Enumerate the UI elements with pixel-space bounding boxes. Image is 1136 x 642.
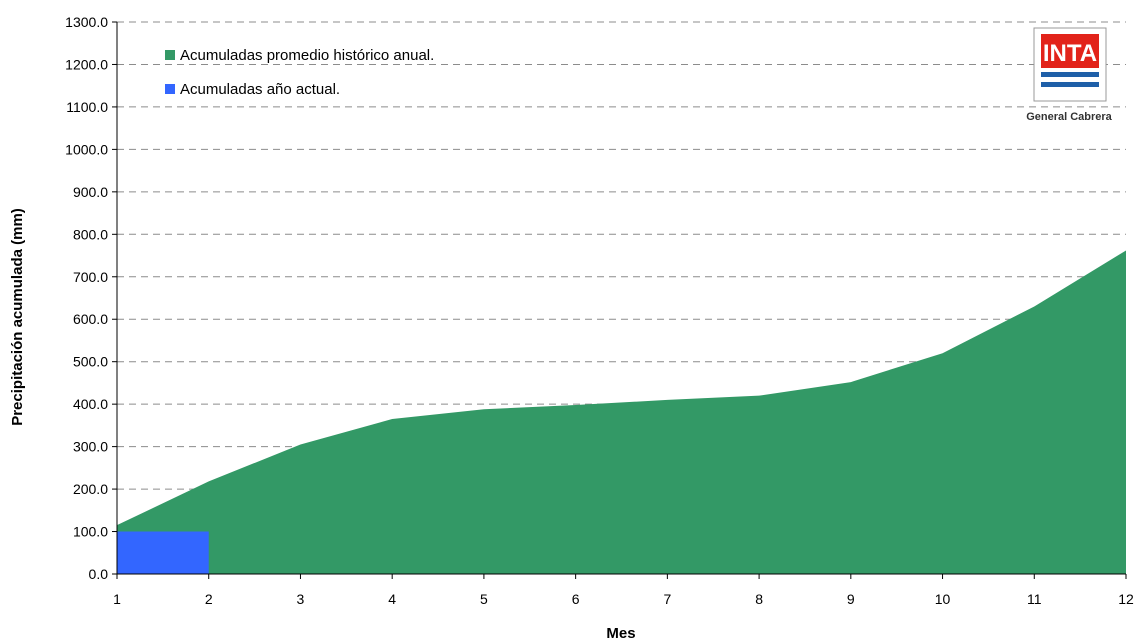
logo-caption: General Cabrera <box>1026 111 1112 123</box>
y-tick-label: 300.0 <box>73 439 108 455</box>
y-tick-label: 900.0 <box>73 184 108 200</box>
y-tick-label: 700.0 <box>73 269 108 285</box>
legend-swatch-historical <box>165 50 175 60</box>
x-tick-label: 5 <box>480 591 488 607</box>
y-tick-label: 800.0 <box>73 226 108 242</box>
y-tick-label: 400.0 <box>73 396 108 412</box>
logo-blue-stripe-bottom <box>1041 82 1099 87</box>
y-tick-label: 100.0 <box>73 524 108 540</box>
y-tick-labels: 0.0 100.0 200.0 300.0 400.0 500.0 600.0 700.0 80… <box>65 14 117 582</box>
legend: Acumuladas promedio histórico anual. Acu… <box>165 47 434 98</box>
y-tick-label: 200.0 <box>73 481 108 497</box>
y-tick-label: 600.0 <box>73 311 108 327</box>
y-tick-label: 1200.0 <box>65 56 108 72</box>
x-tick-label: 1 <box>113 591 121 607</box>
axes <box>116 22 1126 575</box>
series-area-historical <box>117 250 1126 575</box>
logo-red-block <box>1041 34 1099 68</box>
x-tick-label: 12 <box>1118 591 1134 607</box>
x-tick-label: 8 <box>755 591 763 607</box>
series-areas <box>117 250 1126 575</box>
x-tick-label: 6 <box>572 591 580 607</box>
x-tick-label: 7 <box>663 591 671 607</box>
x-axis-title: Mes <box>606 625 635 642</box>
x-tick-label: 3 <box>297 591 305 607</box>
legend-label-current: Acumuladas año actual. <box>180 81 340 98</box>
x-tick-label: 2 <box>205 591 213 607</box>
series-area-current <box>117 531 209 574</box>
y-axis-title: Precipitación acumulada (mm) <box>9 208 26 426</box>
gridlines <box>117 21 1126 533</box>
y-tick-label: 500.0 <box>73 354 108 370</box>
y-tick-label: 1300.0 <box>65 14 108 30</box>
x-tick-label: 10 <box>935 591 951 607</box>
inta-logo: INTA General Cabrera <box>1026 27 1113 123</box>
logo-blue-stripe-top <box>1041 72 1099 77</box>
y-tick-label: 1100.0 <box>66 99 108 115</box>
x-tick-label: 11 <box>1027 591 1042 607</box>
x-tick-labels: 1 2 3 4 5 6 7 8 9 10 11 12 <box>113 574 1134 607</box>
y-tick-label: 1000.0 <box>65 141 108 157</box>
x-tick-label: 4 <box>388 591 396 607</box>
legend-swatch-current <box>165 84 175 94</box>
x-tick-label: 9 <box>847 591 855 607</box>
legend-label-historical: Acumuladas promedio histórico anual. <box>180 47 434 64</box>
y-tick-label: 0.0 <box>89 566 109 582</box>
logo-text: INTA <box>1043 40 1097 67</box>
